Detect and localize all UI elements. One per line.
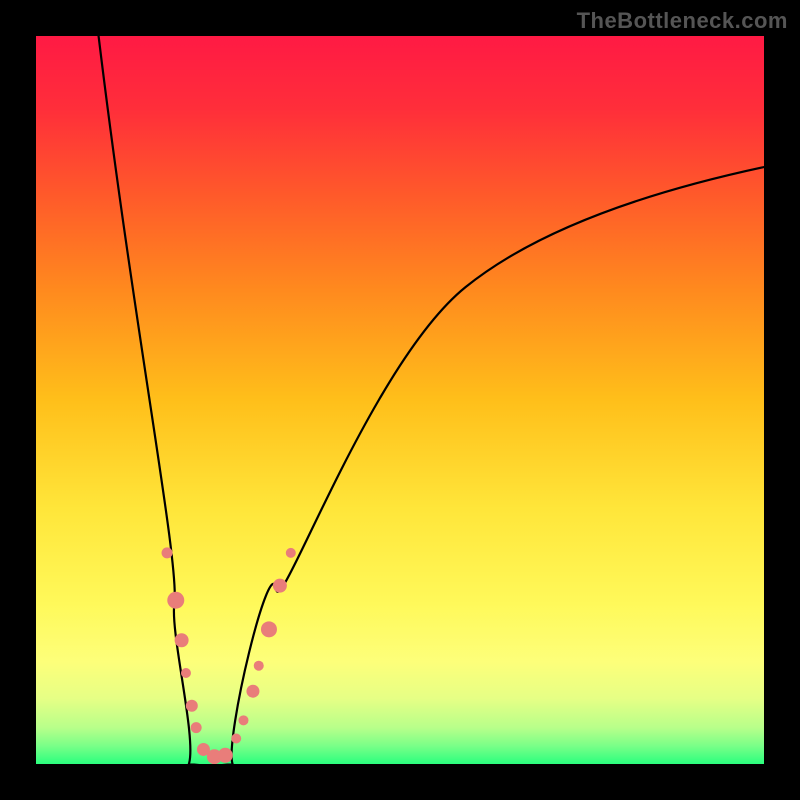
data-marker: [218, 748, 233, 763]
data-marker: [167, 592, 184, 609]
gradient-background: [36, 36, 764, 764]
data-marker: [286, 548, 296, 558]
data-marker: [181, 668, 191, 678]
chart-container: TheBottleneck.com: [0, 0, 800, 800]
data-marker: [273, 579, 287, 593]
data-marker: [175, 633, 189, 647]
watermark-text: TheBottleneck.com: [577, 8, 788, 34]
data-marker: [238, 715, 248, 725]
data-marker: [231, 734, 241, 744]
bottleneck-curve-chart: [0, 0, 800, 800]
data-marker: [186, 700, 198, 712]
data-marker: [254, 661, 264, 671]
data-marker: [246, 685, 259, 698]
data-marker: [261, 621, 277, 637]
data-marker: [191, 722, 202, 733]
data-marker: [162, 547, 173, 558]
